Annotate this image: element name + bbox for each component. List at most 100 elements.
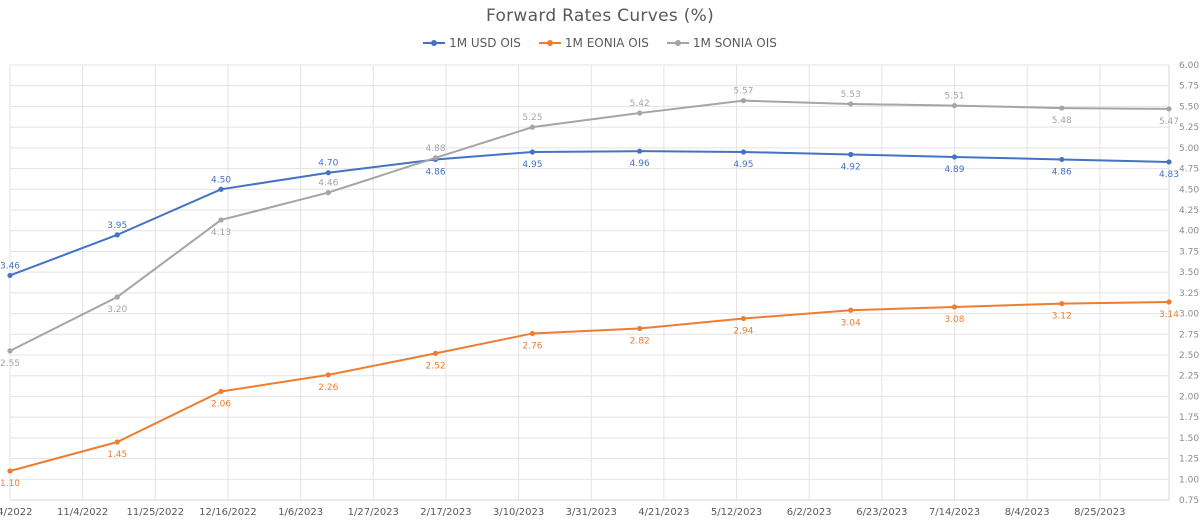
y-tick-label: 1.50 bbox=[1179, 434, 1199, 444]
data-point-1m-eonia-ois bbox=[7, 468, 13, 474]
x-tick-label: /14/2022 bbox=[0, 507, 32, 518]
y-tick-label: 3.25 bbox=[1179, 289, 1199, 299]
data-label-1m-usd-ois: 4.83 bbox=[1159, 170, 1179, 180]
data-point-1m-sonia-ois bbox=[1166, 106, 1172, 112]
data-point-1m-eonia-ois bbox=[529, 330, 536, 337]
y-tick-label: 5.00 bbox=[1179, 144, 1199, 154]
x-tick-label: 8/4/2023 bbox=[1005, 507, 1050, 518]
data-label-1m-usd-ois: 4.95 bbox=[522, 160, 542, 170]
data-label-1m-sonia-ois: 2.55 bbox=[0, 359, 20, 369]
legend-item-eonia: 1M EONIA OIS bbox=[538, 36, 649, 50]
y-tick-label: 4.50 bbox=[1179, 185, 1199, 195]
data-point-1m-eonia-ois bbox=[848, 307, 854, 313]
data-point-1m-sonia-ois bbox=[951, 103, 958, 109]
data-label-1m-usd-ois: 4.86 bbox=[426, 167, 446, 177]
data-point-1m-eonia-ois bbox=[740, 315, 747, 322]
x-tick-label: 5/12/2023 bbox=[711, 507, 762, 518]
data-point-1m-eonia-ois bbox=[114, 439, 120, 445]
data-label-1m-sonia-ois: 4.13 bbox=[211, 228, 231, 238]
legend-label-sonia: 1M SONIA OIS bbox=[692, 36, 777, 50]
data-label-1m-eonia-ois: 1.10 bbox=[0, 479, 20, 489]
y-tick-label: 1.00 bbox=[1179, 475, 1199, 485]
data-label-1m-usd-ois: 4.95 bbox=[733, 160, 753, 170]
data-point-1m-sonia-ois bbox=[848, 101, 854, 107]
data-point-1m-eonia-ois bbox=[432, 350, 439, 356]
data-label-1m-usd-ois: 4.86 bbox=[1052, 167, 1072, 177]
data-point-1m-usd-ois bbox=[951, 154, 958, 160]
legend-item-usd: 1M USD OIS bbox=[423, 36, 521, 50]
x-tick-label: 7/14/2023 bbox=[929, 507, 980, 518]
data-point-1m-usd-ois bbox=[529, 149, 536, 155]
data-point-1m-usd-ois bbox=[637, 148, 643, 154]
data-label-1m-usd-ois: 4.96 bbox=[630, 159, 650, 169]
y-tick-label: 4.00 bbox=[1179, 227, 1199, 237]
data-label-1m-eonia-ois: 3.04 bbox=[841, 318, 861, 328]
data-point-1m-eonia-ois bbox=[1059, 301, 1065, 307]
x-tick-label: 1/27/2023 bbox=[348, 507, 399, 518]
data-point-1m-sonia-ois bbox=[432, 155, 439, 161]
data-label-1m-sonia-ois: 4.88 bbox=[426, 144, 446, 154]
data-label-1m-eonia-ois: 3.08 bbox=[944, 315, 964, 325]
data-label-1m-usd-ois: 4.70 bbox=[318, 159, 338, 169]
data-label-1m-eonia-ois: 1.45 bbox=[107, 450, 127, 460]
x-tick-label: 2/17/2023 bbox=[420, 507, 471, 518]
y-tick-label: 5.25 bbox=[1179, 123, 1199, 133]
data-point-1m-eonia-ois bbox=[1166, 299, 1172, 305]
data-point-1m-sonia-ois bbox=[1059, 105, 1065, 111]
data-label-1m-sonia-ois: 5.25 bbox=[522, 113, 542, 123]
data-point-1m-usd-ois bbox=[218, 186, 224, 192]
data-label-1m-usd-ois: 4.50 bbox=[211, 175, 231, 185]
x-tick-label: 6/2/2023 bbox=[787, 507, 832, 518]
data-label-1m-eonia-ois: 2.06 bbox=[211, 399, 231, 409]
x-tick-label: 3/31/2023 bbox=[566, 507, 617, 518]
y-tick-label: 6.00 bbox=[1179, 61, 1199, 71]
y-tick-label: 1.25 bbox=[1179, 455, 1199, 465]
data-point-1m-usd-ois bbox=[740, 149, 747, 155]
data-point-1m-usd-ois bbox=[7, 272, 13, 279]
y-tick-label: 5.50 bbox=[1179, 102, 1199, 112]
y-tick-label: 2.50 bbox=[1179, 351, 1199, 361]
data-label-1m-usd-ois: 4.92 bbox=[841, 162, 861, 172]
data-point-1m-usd-ois bbox=[114, 232, 120, 238]
data-point-1m-usd-ois bbox=[1059, 156, 1065, 163]
data-label-1m-eonia-ois: 3.14 bbox=[1159, 310, 1179, 320]
data-label-1m-sonia-ois: 5.53 bbox=[841, 90, 861, 100]
y-tick-label: 3.75 bbox=[1179, 247, 1199, 257]
data-label-1m-sonia-ois: 5.48 bbox=[1052, 116, 1072, 126]
y-tick-label: 5.75 bbox=[1179, 82, 1199, 92]
x-tick-label: 6/23/2023 bbox=[856, 507, 907, 518]
data-point-1m-eonia-ois bbox=[951, 304, 958, 310]
data-point-1m-eonia-ois bbox=[218, 388, 224, 395]
x-tick-label: 1/6/2023 bbox=[278, 507, 323, 518]
legend-label-eonia: 1M EONIA OIS bbox=[564, 36, 649, 50]
data-point-1m-usd-ois bbox=[848, 151, 854, 158]
data-label-1m-sonia-ois: 5.47 bbox=[1159, 117, 1179, 127]
data-label-1m-eonia-ois: 2.82 bbox=[630, 336, 650, 346]
x-tick-label: 11/4/2022 bbox=[57, 507, 108, 518]
data-label-1m-sonia-ois: 3.20 bbox=[107, 305, 127, 315]
data-point-1m-eonia-ois bbox=[637, 325, 643, 332]
y-tick-label: 1.75 bbox=[1179, 413, 1199, 423]
data-point-1m-sonia-ois bbox=[529, 124, 536, 130]
x-tick-label: 3/10/2023 bbox=[493, 507, 544, 518]
data-point-1m-eonia-ois bbox=[325, 372, 331, 378]
x-tick-label: 8/25/2023 bbox=[1074, 507, 1125, 518]
data-point-1m-usd-ois bbox=[325, 170, 331, 176]
data-label-1m-eonia-ois: 2.52 bbox=[426, 361, 446, 371]
y-tick-label: 2.25 bbox=[1179, 372, 1199, 382]
series-line-1m-sonia-ois bbox=[9, 99, 1170, 352]
y-tick-label: 2.00 bbox=[1179, 392, 1199, 402]
y-tick-label: 0.75 bbox=[1179, 496, 1199, 506]
chart-title: Forward Rates Curves (%) bbox=[485, 6, 715, 26]
data-label-1m-usd-ois: 4.89 bbox=[944, 165, 964, 175]
data-label-1m-eonia-ois: 3.12 bbox=[1052, 312, 1072, 322]
chart-legend: 1M USD OIS 1M EONIA OIS 1M SONIA OIS bbox=[0, 36, 1200, 50]
data-point-1m-sonia-ois bbox=[637, 110, 643, 116]
y-tick-label: 3.00 bbox=[1179, 310, 1199, 320]
data-point-1m-sonia-ois bbox=[114, 294, 120, 300]
legend-item-sonia: 1M SONIA OIS bbox=[666, 36, 777, 50]
series-line-1m-usd-ois bbox=[9, 150, 1170, 277]
x-tick-label: 12/16/2022 bbox=[199, 507, 257, 518]
x-tick-label: 11/25/2022 bbox=[126, 507, 184, 518]
